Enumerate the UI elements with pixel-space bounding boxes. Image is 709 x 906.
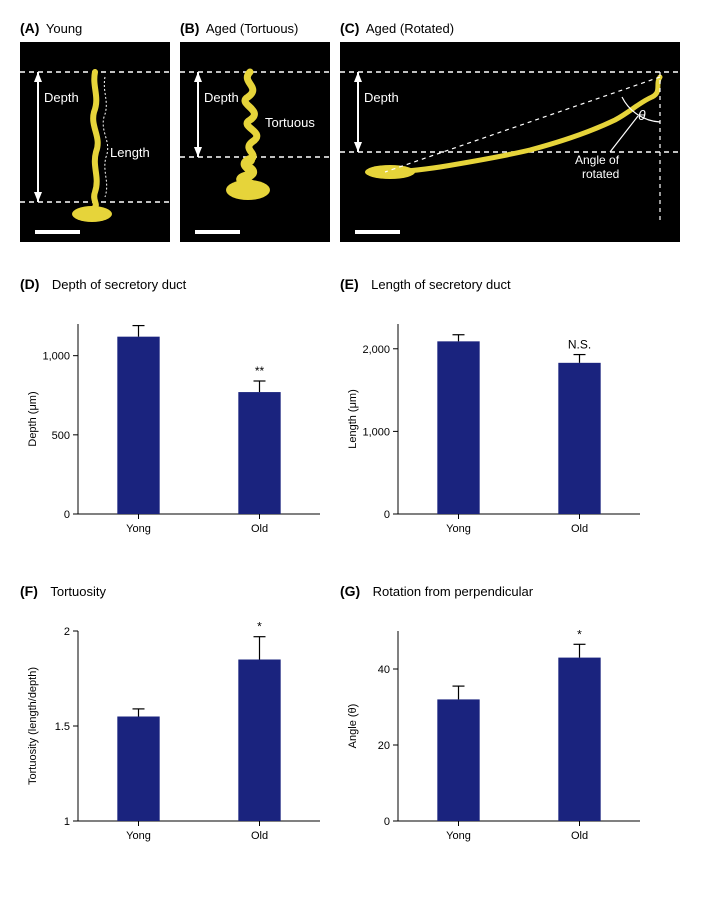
bar-Old: [558, 363, 600, 514]
xtick-label: Old: [571, 830, 588, 842]
chart-F-label: (F): [20, 583, 38, 599]
y-axis-label: Angle (θ): [347, 704, 359, 749]
chart-D-label: (D): [20, 276, 39, 292]
chart-G-title: Rotation from perpendicular: [373, 584, 533, 599]
bar-Old: [238, 392, 280, 514]
panel-C-label: (C): [340, 20, 359, 36]
ytick-label: 0: [64, 509, 70, 521]
panel-B-image: Depth Tortuous: [180, 42, 330, 242]
chart-D: (D) Depth of secretory duct 0 500 1,000 Dep…: [20, 276, 330, 549]
panel-C-subtitle: Aged (Rotated): [366, 21, 454, 36]
ytick-label: 1.5: [55, 721, 70, 733]
ytick-label: 0: [384, 816, 390, 828]
depth-label-C: Depth: [364, 90, 399, 105]
panel-A: (A) Young Depth Length: [20, 20, 170, 242]
bar-Old: [238, 660, 280, 822]
panel-B-subtitle: Aged (Tortuous): [206, 21, 299, 36]
xtick-label: Yong: [446, 830, 471, 842]
xtick-label: Yong: [126, 523, 151, 535]
image-row: (A) Young Depth Length: [20, 20, 689, 242]
xtick-label: Yong: [126, 830, 151, 842]
chart-row-1: (D) Depth of secretory duct 0 500 1,000 Dep…: [20, 272, 689, 549]
panel-A-subtitle: Young: [46, 21, 82, 36]
xtick-label: Old: [251, 523, 268, 535]
chart-E-title: Length of secretory duct: [371, 277, 510, 292]
length-label: Length: [110, 145, 150, 160]
bar-Yong: [117, 337, 159, 514]
panel-A-label: (A): [20, 20, 39, 36]
chart-E: (E) Length of secretory duct 0 1,000 2,000…: [340, 276, 650, 549]
bar-Yong: [117, 717, 159, 822]
xtick-label: Old: [571, 523, 588, 535]
angle-label-2: rotated: [582, 167, 619, 181]
y-axis-label: Depth (μm): [27, 391, 39, 446]
panel-C-image: Depth θ Angle of rotated: [340, 42, 680, 242]
chart-D-title: Depth of secretory duct: [52, 277, 186, 292]
chart-row-2: (F) Tortuosity 1 1.5 2 Tortuosity (length/d…: [20, 579, 689, 856]
bar-Yong: [437, 699, 479, 821]
panel-A-image: Depth Length: [20, 42, 170, 242]
chart-G: (G) Rotation from perpendicular 0 20 40 Ang…: [340, 583, 650, 856]
chart-E-label: (E): [340, 276, 359, 292]
y-axis-label: Length (μm): [347, 389, 359, 449]
panel-C: (C) Aged (Rotated) Depth θ: [340, 20, 689, 242]
significance-label: N.S.: [568, 338, 591, 352]
bar-Yong: [437, 341, 479, 514]
chart-G-label: (G): [340, 583, 360, 599]
ytick-label: 20: [378, 740, 390, 752]
panel-B: (B) Aged (Tortuous) Depth Tortuous: [180, 20, 330, 242]
panel-B-label: (B): [180, 20, 199, 36]
bar-Old: [558, 658, 600, 821]
tortuous-label: Tortuous: [265, 115, 315, 130]
ytick-label: 2: [64, 626, 70, 638]
ytick-label: 2,000: [362, 344, 390, 356]
significance-label: **: [255, 364, 265, 378]
significance-label: *: [257, 620, 262, 634]
y-axis-label: Tortuosity (length/depth): [27, 667, 39, 785]
xtick-label: Old: [251, 830, 268, 842]
chart-F-title: Tortuosity: [50, 584, 106, 599]
chart-F: (F) Tortuosity 1 1.5 2 Tortuosity (length/d…: [20, 583, 330, 856]
significance-label: *: [577, 627, 582, 641]
ytick-label: 500: [52, 430, 70, 442]
ytick-label: 40: [378, 664, 390, 676]
ytick-label: 1: [64, 816, 70, 828]
depth-label-B: Depth: [204, 90, 239, 105]
depth-label: Depth: [44, 90, 79, 105]
xtick-label: Yong: [446, 523, 471, 535]
ytick-label: 1,000: [362, 426, 390, 438]
angle-label-1: Angle of: [575, 153, 620, 167]
ytick-label: 0: [384, 509, 390, 521]
theta-label: θ: [638, 107, 646, 123]
ytick-label: 1,000: [42, 351, 70, 363]
